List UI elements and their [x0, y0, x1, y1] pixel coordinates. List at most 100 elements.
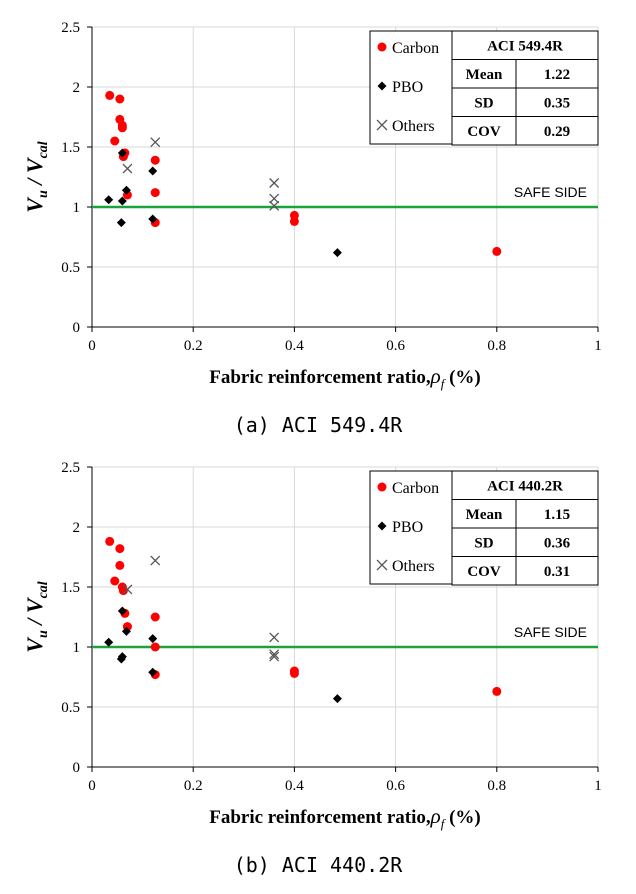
y-axis-label: Vu / Vcal: [22, 141, 51, 212]
others-point: [269, 193, 280, 204]
pbo-point: [104, 637, 114, 647]
others-point: [122, 584, 133, 595]
legend-marker-carbon: [377, 482, 387, 492]
legend-marker-carbon: [377, 42, 387, 52]
x-tick-label: 0.4: [285, 778, 304, 794]
stats-value: 0.31: [544, 564, 570, 580]
y-tick-label: 0: [73, 320, 81, 336]
y-tick-label: 1: [73, 640, 81, 656]
y-tick-label: 2: [73, 520, 81, 536]
y-axis-sub-cal: cal: [36, 141, 51, 158]
x-tick-label: 1: [594, 778, 602, 794]
carbon-point: [289, 216, 299, 226]
stats-value: 0.29: [544, 124, 570, 140]
legend-label: PBO: [392, 519, 423, 536]
pbo-point: [121, 185, 131, 195]
stats-value: 0.35: [544, 95, 570, 111]
y-axis-label: Vu / Vcal: [22, 581, 51, 652]
stats-label: COV: [467, 124, 501, 140]
gridlines: [92, 466, 599, 767]
carbon-point: [115, 94, 125, 104]
legend-marker-others: [376, 559, 388, 571]
legend-marker-pbo: [377, 521, 387, 531]
series-pbo: [104, 606, 342, 704]
series-others: [122, 137, 280, 211]
y-axis-separator: / V: [22, 596, 47, 630]
stats-label: SD: [474, 95, 493, 111]
x-tick-label: 0.8: [487, 338, 506, 354]
y-axis-v: V: [22, 196, 47, 213]
x-tick-label: 0: [88, 778, 96, 794]
carbon-point: [492, 686, 502, 696]
carbon-point: [117, 123, 127, 133]
y-tick-label: 1.5: [61, 580, 80, 596]
chart-panel-b: 0 0.2 0.4 0.6 0.8 1 0 0.5 1 1.5 2 2.5 SAFE SIDE Carbo…: [0, 440, 636, 880]
pbo-point: [148, 166, 158, 176]
others-point: [269, 649, 280, 660]
legend-label: Others: [392, 558, 435, 575]
y-axis-sub-u: u: [36, 630, 51, 638]
pbo-point: [117, 606, 127, 616]
stats-label: Mean: [466, 507, 503, 523]
x-tick-label: 0.6: [386, 778, 405, 794]
pbo-point: [117, 196, 127, 206]
safe-side-label: SAFE SIDE: [514, 184, 587, 200]
pbo-point: [104, 195, 114, 205]
carbon-point: [150, 642, 160, 652]
y-axis-sub-cal: cal: [36, 581, 51, 598]
x-axis-symbol-sub: f: [441, 376, 447, 391]
stats-label: Mean: [466, 67, 503, 83]
stats-title: ACI 440.2R: [487, 478, 563, 494]
others-point: [150, 555, 161, 566]
x-axis-unit: (%): [444, 807, 480, 828]
stats-title: ACI 549.4R: [487, 38, 563, 54]
x-axis-label-text: Fabric reinforcement ratio,: [209, 367, 431, 388]
x-axis-symbol: ρ: [430, 804, 441, 828]
figure-caption: (a) ACI 549.4R: [234, 413, 404, 437]
legend-marker-pbo: [377, 81, 387, 91]
carbon-point: [115, 544, 125, 554]
x-axis-unit: (%): [444, 367, 480, 388]
x-axis-label: Fabric reinforcement ratio,ρf (%): [209, 804, 481, 831]
figure-caption: (b) ACI 440.2R: [234, 853, 404, 877]
pbo-point: [117, 148, 127, 158]
carbon-point: [110, 136, 120, 146]
carbon-point: [150, 188, 160, 198]
pbo-point: [148, 634, 158, 644]
y-axis-sub-u: u: [36, 190, 51, 198]
x-tick-label: 1: [594, 338, 602, 354]
x-axis-symbol-sub: f: [441, 816, 447, 831]
pbo-point: [332, 694, 342, 704]
carbon-point: [115, 560, 125, 570]
x-axis-symbol: ρ: [430, 364, 441, 388]
others-point: [269, 200, 280, 211]
x-tick-label: 0.2: [184, 778, 203, 794]
y-tick-label: 2: [73, 80, 81, 96]
y-tick-label: 0.5: [61, 700, 80, 716]
pbo-point: [148, 667, 158, 677]
y-tick-label: 0: [73, 760, 81, 776]
series-others: [122, 555, 280, 662]
pbo-point: [332, 248, 342, 258]
others-point: [269, 651, 280, 662]
y-tick-label: 1: [73, 200, 81, 216]
x-axis-label: Fabric reinforcement ratio,ρf (%): [209, 364, 481, 391]
y-tick-label: 1.5: [61, 140, 80, 156]
pbo-point: [148, 214, 158, 224]
carbon-point: [289, 668, 299, 678]
others-point: [150, 137, 161, 148]
chart-panel-a: 0 0.2 0.4 0.6 0.8 1 0 0.5 1 1.5 2 2.5 SAFE SIDE Carbo…: [0, 0, 636, 440]
stats-label: COV: [467, 564, 501, 580]
stats-value: 1.15: [544, 507, 570, 523]
y-tick-label: 0.5: [61, 260, 80, 276]
pbo-point: [116, 218, 126, 228]
y-axis-v: V: [22, 636, 47, 653]
chart-a-svg: 0 0.2 0.4 0.6 0.8 1 0 0.5 1 1.5 2 2.5 SAFE SIDE Carbo…: [22, 20, 602, 437]
carbon-point: [492, 246, 502, 256]
stats-value: 0.36: [544, 535, 571, 551]
x-tick-label: 0.6: [386, 338, 405, 354]
x-tick-label: 0.4: [285, 338, 304, 354]
carbon-point: [150, 155, 160, 165]
safe-side-label: SAFE SIDE: [514, 624, 587, 640]
series-pbo: [104, 148, 342, 258]
